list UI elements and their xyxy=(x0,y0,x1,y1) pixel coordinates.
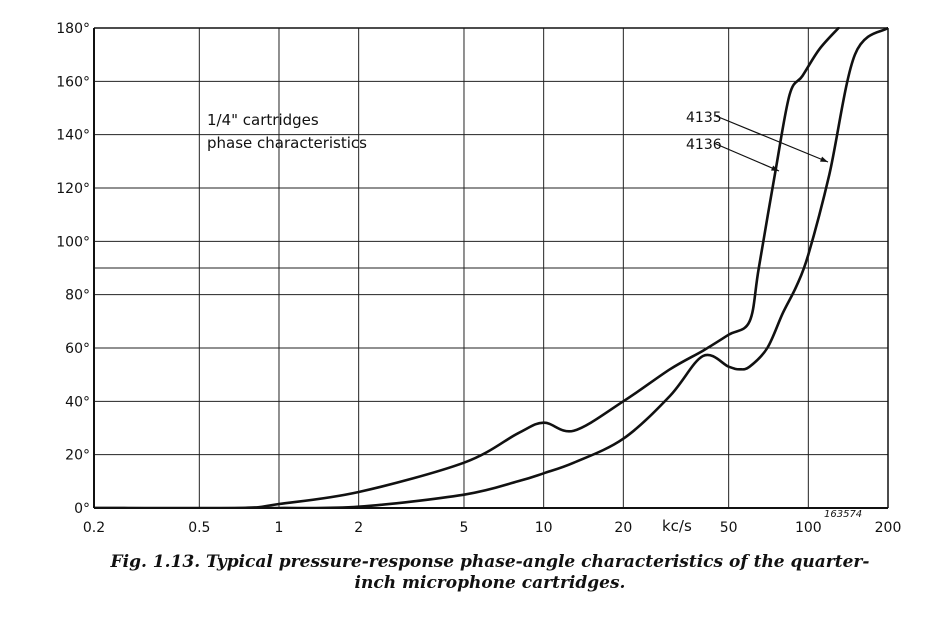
grid xyxy=(93,27,889,509)
series-line-4136 xyxy=(94,27,840,509)
x-tick-label: 2 xyxy=(354,520,363,536)
y-tick-label: 100° xyxy=(56,234,90,250)
y-tick-label: 80° xyxy=(65,288,90,304)
x-tick-label: 50 xyxy=(720,520,738,536)
y-tick-label: 120° xyxy=(56,181,90,197)
x-tick-label: 0.5 xyxy=(188,520,210,536)
y-tick-label: 180° xyxy=(56,21,90,37)
caption-line-2: inch microphone cartridges. xyxy=(354,573,626,593)
y-tick-label: 160° xyxy=(56,74,90,90)
curves xyxy=(94,27,888,509)
leader-line-4135 xyxy=(715,115,829,163)
x-unit-label: kc/s xyxy=(662,517,692,535)
series-label-4135: 4135 xyxy=(686,110,722,126)
annotation-line-1: 1/4" cartridges xyxy=(207,111,319,129)
plot-annotation: 1/4" cartridges phase characteristics xyxy=(207,111,367,152)
y-tick-label: 40° xyxy=(65,394,90,410)
x-tick-label: 10 xyxy=(535,520,553,536)
leader-line-4136 xyxy=(715,143,780,172)
series-labels: 4135 4136 xyxy=(686,110,829,172)
phase-chart: 0°20°40°60°80°100°120°140°160°180° 0.2 0.… xyxy=(56,21,902,536)
series-label-4136: 4136 xyxy=(686,137,722,153)
arrowhead-icon xyxy=(820,156,828,162)
caption-line-1: Fig. 1.13. Typical pressure-response pha… xyxy=(110,552,870,572)
x-tick-labels: 0.2 0.5 1 2 5 10 20 50 100 200 xyxy=(83,520,902,536)
y-tick-label: 20° xyxy=(65,448,90,464)
arrowhead-icon xyxy=(771,165,779,171)
y-tick-labels: 0° 20° 40° 60° 80° 100° 120° 140° 160° 180° xyxy=(56,21,90,517)
x-tick-label: 0.2 xyxy=(83,520,105,536)
figure-number: 163574 xyxy=(824,509,862,520)
figure-caption: Fig. 1.13. Typical pressure-response pha… xyxy=(90,552,890,594)
x-tick-label: 20 xyxy=(614,520,632,536)
y-tick-label: 0° xyxy=(74,501,90,517)
annotation-line-2: phase characteristics xyxy=(207,134,367,152)
x-tick-label: 5 xyxy=(460,520,469,536)
x-tick-label: 200 xyxy=(875,520,902,536)
y-tick-label: 60° xyxy=(65,341,90,357)
y-tick-label: 140° xyxy=(56,128,90,144)
series-line-4135 xyxy=(94,27,888,509)
x-tick-label: 100 xyxy=(795,520,822,536)
x-tick-label: 1 xyxy=(275,520,284,536)
